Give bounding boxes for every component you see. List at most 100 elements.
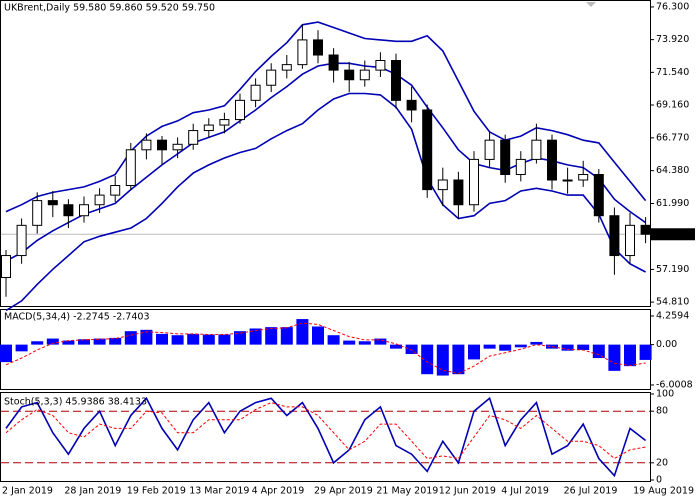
candle-body — [593, 174, 604, 217]
macd-bar — [374, 338, 387, 345]
candle-body — [266, 69, 277, 86]
candle-body — [640, 224, 651, 235]
y-tick-label: 76.300 — [656, 1, 689, 12]
candle-body — [609, 215, 620, 257]
current-price-label: 59.750 — [656, 229, 689, 240]
macd-bar — [234, 331, 246, 345]
candle-body — [422, 109, 433, 191]
macd-bar — [312, 326, 324, 345]
y-tick-label: 71.540 — [656, 67, 689, 78]
macd-bar — [530, 341, 543, 345]
macd-bar — [249, 328, 262, 345]
candle-body — [47, 200, 58, 206]
candle-body — [313, 39, 323, 56]
candle-body — [188, 130, 199, 145]
macd-bar — [639, 344, 652, 360]
macd-bar — [421, 344, 434, 375]
x-tick-label: 4 Jul 2019 — [501, 486, 549, 497]
stoch-title: Stoch(5,3,3) 45.9386 38.4133 — [4, 397, 147, 408]
price-panel-frame — [0, 0, 651, 307]
macd-bar — [452, 344, 465, 375]
candle-body — [16, 224, 27, 257]
candle-body — [63, 204, 74, 217]
candle-body — [141, 139, 152, 151]
macd-bar — [124, 331, 137, 345]
y-tick-label: 100 — [656, 389, 674, 400]
candle-body — [125, 149, 136, 187]
bollinger-band — [5, 21, 647, 213]
y-tick-label: 20 — [656, 457, 668, 468]
candle-body — [297, 39, 308, 66]
candle-body — [157, 139, 167, 151]
macd-bar — [62, 340, 75, 345]
candle-body — [515, 158, 526, 176]
macd-bar — [0, 344, 12, 363]
macd-bar — [358, 341, 371, 345]
candle-body — [625, 224, 635, 257]
macd-bar — [436, 344, 449, 376]
x-tick-label: 21 May 2019 — [376, 486, 438, 497]
candle-body — [328, 54, 339, 71]
y-tick-label: 0.00 — [656, 339, 677, 350]
macd-bar — [46, 338, 59, 345]
macd-bar — [171, 335, 184, 345]
macd-bar — [499, 344, 512, 351]
macd-bar — [561, 344, 574, 351]
macd-bar — [78, 339, 90, 345]
candle-body — [391, 60, 401, 101]
macd-bar — [327, 335, 340, 345]
y-tick-label: 54.810 — [656, 297, 689, 308]
macd-bar — [218, 334, 231, 345]
candle-body — [172, 143, 183, 151]
macd-bar — [468, 344, 480, 360]
macd-signal — [5, 322, 646, 375]
macd-bar — [405, 344, 418, 355]
y-tick-label: 0 — [656, 475, 662, 486]
macd-bar — [592, 344, 605, 359]
y-tick-label: 61.990 — [656, 198, 689, 209]
macd-bar — [514, 344, 527, 348]
candle-body — [359, 69, 370, 81]
scroll-marker — [586, 2, 596, 7]
candle-body — [32, 200, 43, 226]
x-tick-label: 2 Jan 2019 — [2, 486, 53, 497]
stoch-panel-frame — [0, 392, 651, 482]
y-tick-label: 66.770 — [656, 132, 689, 143]
bollinger-band — [5, 92, 646, 312]
macd-bar — [31, 341, 44, 345]
macd-bar — [546, 344, 558, 349]
stoch-main — [5, 396, 647, 478]
y-tick-label: -6.0008 — [656, 379, 693, 390]
candle-body — [578, 174, 589, 181]
candle-body — [406, 99, 417, 111]
y-tick-label: 64.380 — [656, 165, 689, 176]
candle-body — [94, 194, 105, 206]
stoch-signal — [5, 402, 646, 460]
candle-body — [235, 99, 245, 121]
candle-body — [500, 139, 511, 176]
macd-bar — [265, 327, 278, 345]
macd-bar — [624, 344, 636, 367]
macd-bar — [109, 337, 122, 345]
current-price-box — [651, 228, 695, 241]
candle-body — [437, 179, 448, 191]
y-tick-label: 69.160 — [656, 100, 689, 111]
x-tick-label: 19 Aug 2019 — [633, 486, 694, 497]
candle-body — [281, 64, 292, 71]
x-tick-label: 19 Feb 2019 — [127, 486, 186, 497]
candle-body — [562, 179, 573, 182]
candle-body — [1, 255, 11, 279]
candle-body — [484, 139, 495, 160]
x-tick-label: 29 Apr 2019 — [314, 486, 373, 497]
candle-body — [250, 84, 261, 101]
macd-bar — [156, 333, 168, 345]
candle-body — [547, 139, 557, 181]
macd-bar — [483, 344, 496, 349]
candle-body — [110, 185, 121, 196]
macd-bar — [280, 327, 293, 345]
candle-body — [344, 69, 355, 81]
macd-bar — [202, 334, 215, 345]
macd-bar — [390, 344, 402, 349]
